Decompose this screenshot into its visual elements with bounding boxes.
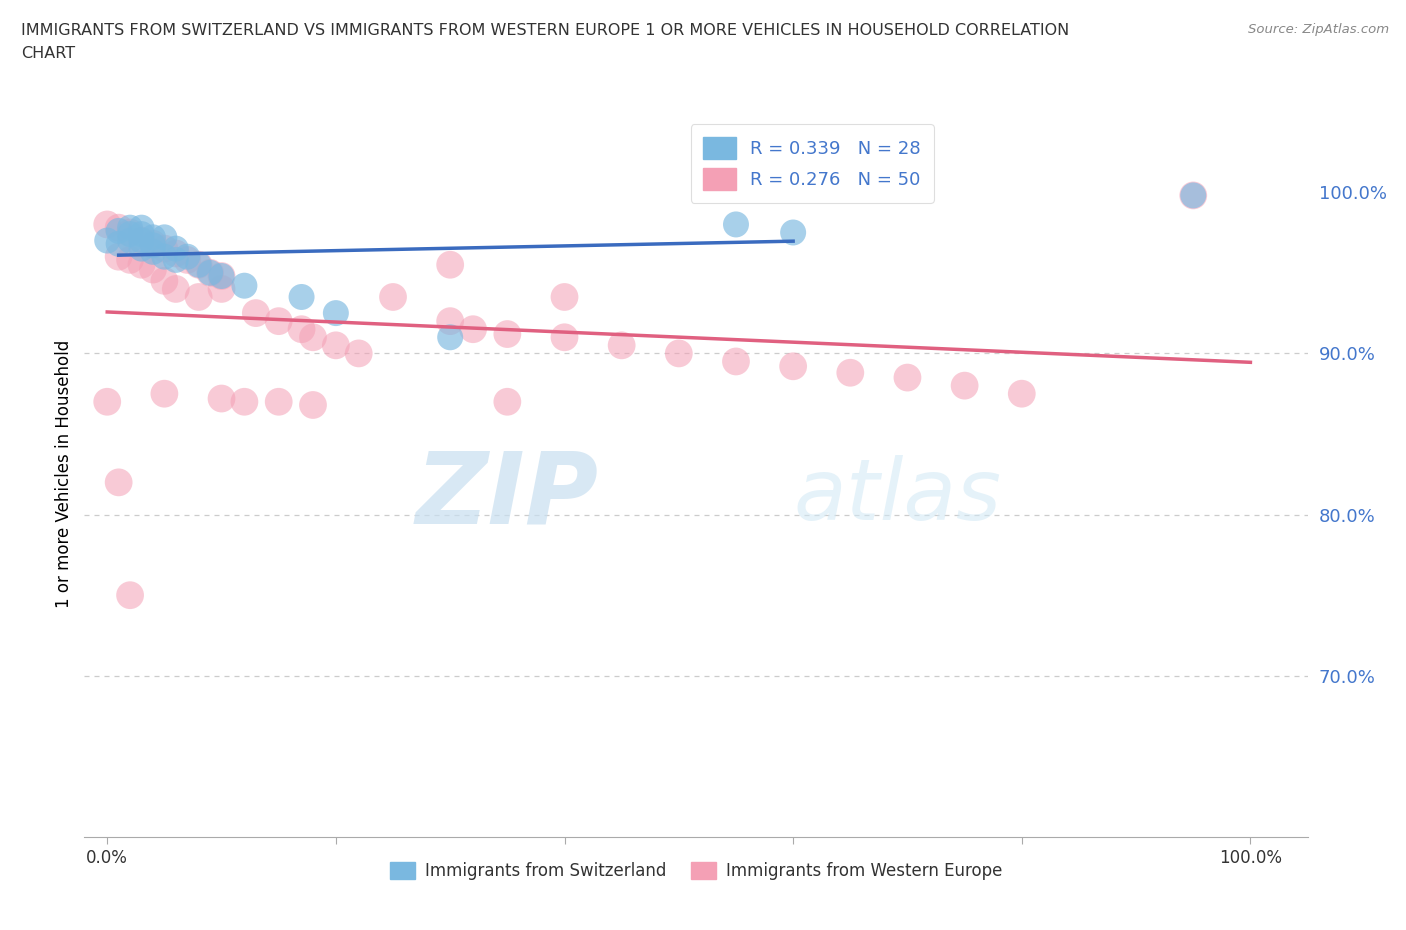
Point [347, 346, 370, 361]
Legend: Immigrants from Switzerland, Immigrants from Western Europe: Immigrants from Switzerland, Immigrants … [382, 856, 1010, 886]
Point [211, 282, 233, 297]
Point [107, 220, 129, 235]
Point [267, 313, 290, 328]
Point [302, 397, 325, 412]
Point [233, 394, 256, 409]
Point [187, 258, 209, 272]
Point [382, 289, 405, 304]
Point [120, 252, 142, 267]
Point [724, 354, 747, 369]
Point [131, 220, 153, 235]
Point [1182, 188, 1205, 203]
Point [131, 227, 153, 242]
Point [245, 306, 267, 321]
Point [96, 217, 118, 232]
Point [107, 236, 129, 251]
Point [120, 588, 142, 603]
Point [610, 338, 633, 352]
Point [142, 238, 165, 253]
Point [1182, 188, 1205, 203]
Point [142, 245, 165, 259]
Point [187, 258, 209, 272]
Point [120, 227, 142, 242]
Point [439, 313, 461, 328]
Point [211, 392, 233, 406]
Point [107, 475, 129, 490]
Point [198, 265, 221, 280]
Point [131, 241, 153, 256]
Point [198, 265, 221, 280]
Text: Source: ZipAtlas.com: Source: ZipAtlas.com [1249, 23, 1389, 36]
Point [325, 306, 347, 321]
Point [96, 233, 118, 248]
Point [120, 225, 142, 240]
Point [461, 322, 484, 337]
Point [165, 241, 187, 256]
Text: ZIP: ZIP [415, 447, 598, 545]
Y-axis label: 1 or more Vehicles in Household: 1 or more Vehicles in Household [55, 340, 73, 608]
Point [165, 252, 187, 267]
Point [439, 258, 461, 272]
Point [165, 282, 187, 297]
Point [96, 394, 118, 409]
Point [176, 252, 198, 267]
Text: atlas: atlas [794, 455, 1002, 538]
Point [120, 220, 142, 235]
Point [302, 330, 325, 345]
Text: CHART: CHART [21, 46, 75, 61]
Point [153, 230, 176, 245]
Point [142, 230, 165, 245]
Point [839, 365, 862, 380]
Point [176, 249, 198, 264]
Point [107, 249, 129, 264]
Point [668, 346, 690, 361]
Point [142, 236, 165, 251]
Point [553, 330, 575, 345]
Point [290, 289, 312, 304]
Point [142, 262, 165, 277]
Point [325, 338, 347, 352]
Point [290, 322, 312, 337]
Point [107, 223, 129, 238]
Point [131, 233, 153, 248]
Point [233, 278, 256, 293]
Point [211, 269, 233, 284]
Point [1011, 386, 1033, 401]
Point [496, 394, 519, 409]
Point [553, 289, 575, 304]
Point [153, 386, 176, 401]
Point [496, 326, 519, 341]
Point [187, 289, 209, 304]
Point [211, 269, 233, 284]
Point [153, 249, 176, 264]
Point [782, 225, 804, 240]
Point [131, 258, 153, 272]
Point [267, 394, 290, 409]
Text: IMMIGRANTS FROM SWITZERLAND VS IMMIGRANTS FROM WESTERN EUROPE 1 OR MORE VEHICLES: IMMIGRANTS FROM SWITZERLAND VS IMMIGRANT… [21, 23, 1070, 38]
Point [153, 273, 176, 288]
Point [953, 379, 976, 393]
Point [782, 359, 804, 374]
Point [153, 241, 176, 256]
Point [439, 330, 461, 345]
Point [165, 246, 187, 261]
Point [896, 370, 918, 385]
Point [120, 233, 142, 248]
Point [131, 233, 153, 248]
Point [724, 217, 747, 232]
